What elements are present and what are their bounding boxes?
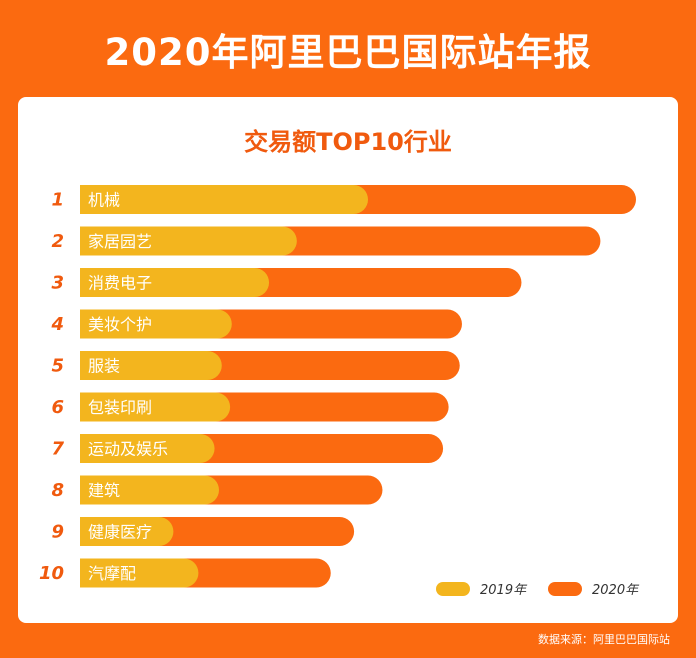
legend-swatch-2 [548,582,582,596]
bar-2019-start-2 [80,226,95,256]
bar-2019-start-7 [80,434,95,463]
rank-number-8: 8 [51,480,64,501]
rank-number-6: 6 [51,397,64,418]
category-label-4: 美妆个护 [88,315,152,334]
bar-2019-3 [80,268,270,297]
category-label-9: 健康医疗 [88,523,152,542]
rank-number-3: 3 [51,273,64,294]
bar-2019-6 [80,392,231,422]
bar-2019-1 [80,185,369,214]
bar-2019-start-4 [80,309,95,339]
category-label-7: 运动及娱乐 [88,440,168,459]
bar-2019-5 [80,351,222,380]
category-label-8: 建筑 [88,481,120,500]
bar-2019-start-9 [80,517,95,546]
bar-2019-7 [80,434,215,463]
legend-label-2: 2020年 [592,583,640,598]
bar-2019-start-1 [80,185,95,214]
rank-number-5: 5 [51,356,64,377]
rank-number-10: 10 [39,563,64,584]
category-label-2: 家居园艺 [88,232,152,251]
rank-number-2: 2 [51,231,64,252]
rank-number-4: 4 [50,314,64,335]
bar-2019-start-10 [80,558,95,588]
page-title: 2020年阿里巴巴国际站年报 [104,31,592,74]
bar-2019-9 [80,517,174,546]
bar-2019-start-3 [80,268,95,297]
legend-swatch-1 [436,582,470,596]
category-label-3: 消费电子 [88,274,152,293]
bar-2019-8 [80,475,219,505]
legend-label-1: 2019年 [480,583,528,598]
bar-2019-start-6 [80,392,95,422]
rank-number-1: 1 [51,190,64,211]
bar-2019-start-8 [80,475,95,505]
rank-number-9: 9 [51,522,64,543]
chart-title: 交易额TOP10行业 [244,128,452,156]
category-label-5: 服装 [88,357,120,376]
rank-number-7: 7 [51,439,64,460]
category-label-1: 机械 [88,191,120,210]
bar-2019-start-5 [80,351,95,380]
bar-2019-4 [80,309,232,339]
data-source-note: 数据来源：阿里巴巴国际站 [538,633,670,646]
bar-2019-2 [80,226,297,256]
bar-2019-10 [80,558,199,588]
category-label-6: 包装印刷 [88,398,152,417]
category-label-10: 汽摩配 [88,564,136,583]
